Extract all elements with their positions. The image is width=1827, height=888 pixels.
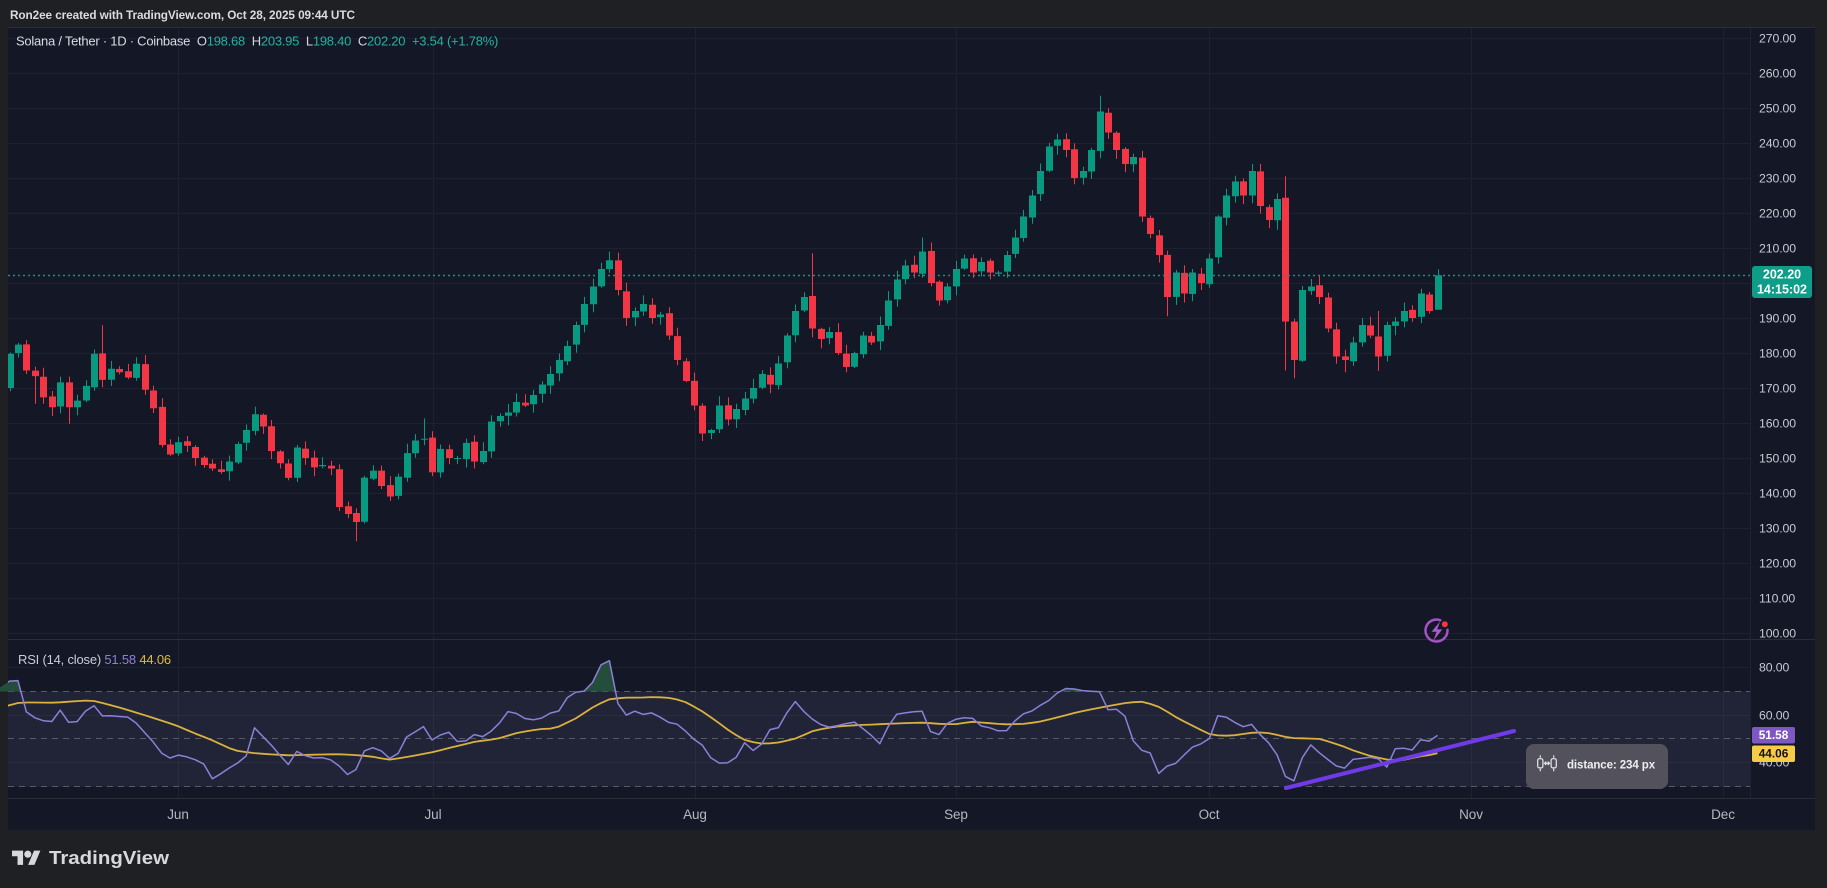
svg-text:180.00: 180.00 bbox=[1759, 347, 1796, 361]
svg-text:Ron2ee created with TradingVie: Ron2ee created with TradingView.com, Oct… bbox=[10, 8, 355, 22]
svg-text:270.00: 270.00 bbox=[1759, 32, 1796, 46]
svg-text:190.00: 190.00 bbox=[1759, 312, 1796, 326]
svg-text:44.06: 44.06 bbox=[1759, 747, 1789, 761]
svg-text:260.00: 260.00 bbox=[1759, 67, 1796, 81]
svg-text:170.00: 170.00 bbox=[1759, 382, 1796, 396]
svg-text:250.00: 250.00 bbox=[1759, 102, 1796, 116]
svg-text:RSI (14, close) 51.58 44.06: RSI (14, close) 51.58 44.06 bbox=[18, 652, 171, 667]
svg-text:210.00: 210.00 bbox=[1759, 242, 1796, 256]
svg-text:202.20: 202.20 bbox=[1763, 268, 1801, 282]
svg-text:Dec: Dec bbox=[1711, 807, 1735, 822]
svg-text:130.00: 130.00 bbox=[1759, 522, 1796, 536]
svg-text:100.00: 100.00 bbox=[1759, 627, 1796, 641]
svg-text:Sep: Sep bbox=[944, 807, 968, 822]
svg-text:60.00: 60.00 bbox=[1759, 709, 1790, 723]
svg-text:Aug: Aug bbox=[683, 807, 707, 822]
svg-text:Nov: Nov bbox=[1459, 807, 1483, 822]
svg-text:Jul: Jul bbox=[425, 807, 442, 822]
svg-text:120.00: 120.00 bbox=[1759, 557, 1796, 571]
svg-text:80.00: 80.00 bbox=[1759, 661, 1790, 675]
svg-text:Solana / Tether · 1D · Coinbas: Solana / Tether · 1D · Coinbase O198.68 … bbox=[16, 34, 498, 49]
svg-text:51.58: 51.58 bbox=[1759, 728, 1789, 742]
svg-text:Jun: Jun bbox=[167, 807, 188, 822]
svg-text:240.00: 240.00 bbox=[1759, 137, 1796, 151]
svg-text:220.00: 220.00 bbox=[1759, 207, 1796, 221]
svg-text:140.00: 140.00 bbox=[1759, 487, 1796, 501]
svg-text:TradingView: TradingView bbox=[49, 847, 170, 868]
svg-text:160.00: 160.00 bbox=[1759, 417, 1796, 431]
svg-text:110.00: 110.00 bbox=[1759, 592, 1795, 606]
svg-text:Oct: Oct bbox=[1199, 807, 1220, 822]
svg-text:150.00: 150.00 bbox=[1759, 452, 1796, 466]
svg-text:14:15:02: 14:15:02 bbox=[1757, 283, 1807, 297]
svg-text:distance: 234 px: distance: 234 px bbox=[1567, 758, 1655, 772]
svg-text:230.00: 230.00 bbox=[1759, 172, 1796, 186]
